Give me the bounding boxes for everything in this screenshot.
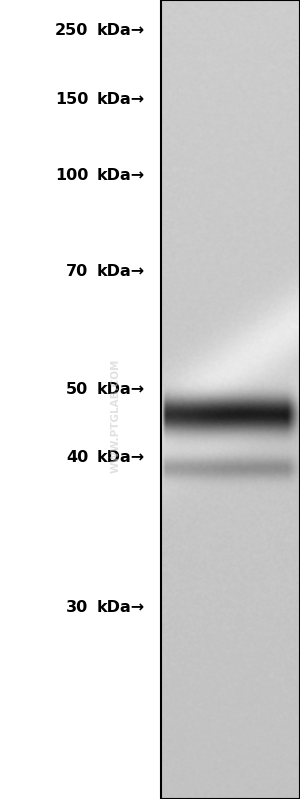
Text: kDa→: kDa→ (96, 450, 144, 464)
Text: 40: 40 (66, 450, 88, 464)
Text: kDa→: kDa→ (96, 600, 144, 614)
Text: kDa→: kDa→ (96, 23, 144, 38)
Text: kDa→: kDa→ (96, 264, 144, 279)
Text: 150: 150 (55, 93, 88, 107)
Text: 250: 250 (55, 23, 88, 38)
Text: 30: 30 (66, 600, 88, 614)
Text: kDa→: kDa→ (96, 383, 144, 397)
Text: WWW.PTGLAB.COM: WWW.PTGLAB.COM (111, 358, 121, 473)
Text: 50: 50 (66, 383, 88, 397)
Text: kDa→: kDa→ (96, 169, 144, 183)
Text: 100: 100 (55, 169, 88, 183)
Text: 70: 70 (66, 264, 88, 279)
Text: kDa→: kDa→ (96, 93, 144, 107)
